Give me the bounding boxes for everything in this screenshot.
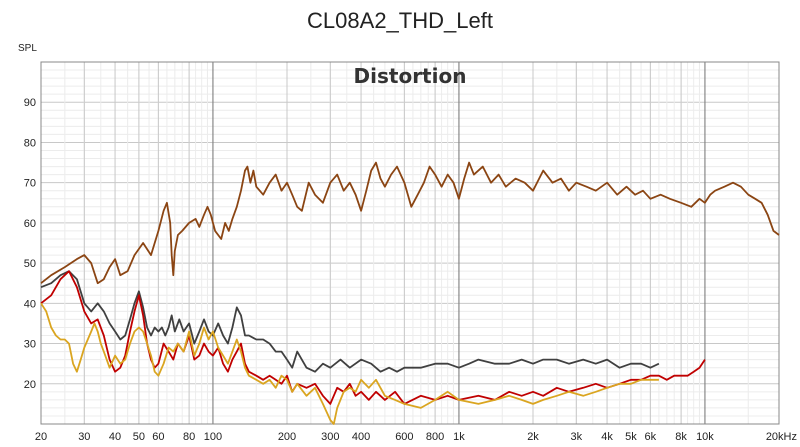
series-lines: [40, 161, 780, 425]
x-tick-label: 300: [321, 431, 339, 443]
x-tick-label: 80: [183, 431, 195, 443]
x-tick-label: 600: [395, 431, 413, 443]
y-tick-label: 60: [24, 218, 36, 230]
x-tick-label: 5k: [625, 431, 637, 443]
grid-lines: [41, 61, 779, 425]
annotation-distortion: Distortion: [354, 64, 467, 88]
x-tick-label: 40: [109, 431, 121, 443]
y-tick-label: 30: [24, 339, 36, 351]
x-tick-label: 400: [352, 431, 370, 443]
x-tick-label: 1k: [453, 431, 465, 443]
y-tick-label: 70: [24, 178, 36, 190]
series-line-4: [40, 302, 659, 425]
x-tick-label: 2k: [527, 431, 539, 443]
plot-frame: [40, 61, 780, 425]
x-tick-label: 4k: [601, 431, 613, 443]
x-tick-label: 3k: [571, 431, 583, 443]
x-tick-label: 200: [278, 431, 296, 443]
chart-title: CL08A2_THD_Left: [307, 8, 493, 33]
x-tick-label: 8k: [675, 431, 687, 443]
x-tick-label: 6k: [645, 431, 657, 443]
y-axis-label: SPL: [18, 43, 37, 54]
x-tick-label: 30: [78, 431, 90, 443]
y-tick-label: 50: [24, 258, 36, 270]
axis-tick-labels: 20 30 40 50 60 70 80 90 20 30 40 50 60 80 100 200 300 400…: [24, 97, 797, 443]
y-tick-label: 90: [24, 97, 36, 109]
y-tick-label: 80: [24, 137, 36, 149]
x-tick-label: 800: [426, 431, 444, 443]
x-tick-label: 60: [152, 431, 164, 443]
series-line-3: [40, 270, 706, 405]
x-tick-label: 10k: [696, 431, 714, 443]
y-tick-label: 40: [24, 298, 36, 310]
x-tick-label: 20kHz: [766, 431, 797, 443]
x-tick-label: 20: [35, 431, 47, 443]
x-tick-label: 50: [133, 431, 145, 443]
series-line-1: [40, 161, 780, 285]
y-tick-label: 20: [24, 379, 36, 391]
series-line-2: [40, 270, 660, 373]
x-tick-label: 100: [204, 431, 222, 443]
